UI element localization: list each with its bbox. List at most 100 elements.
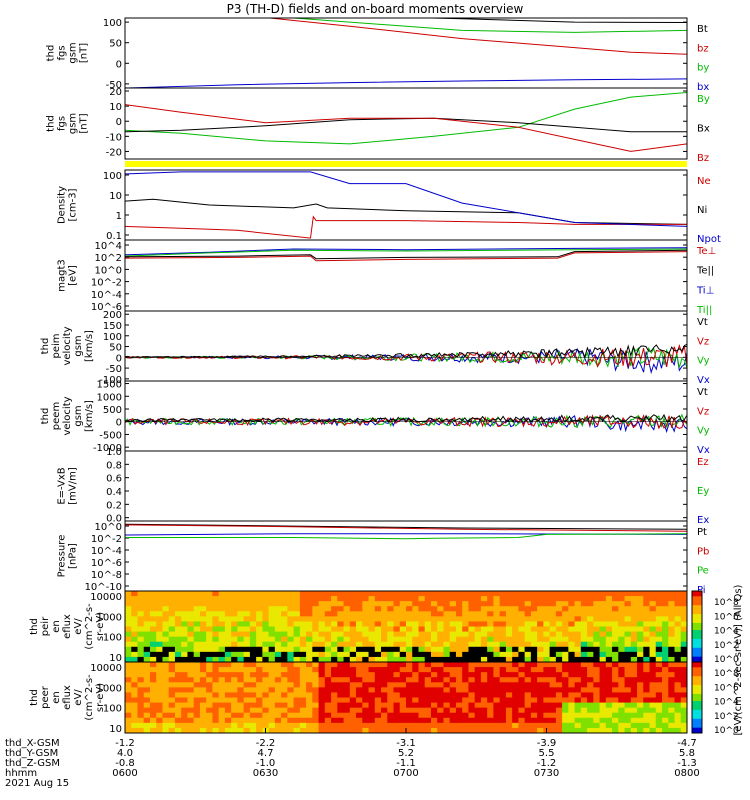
heatmap-cell (430, 641, 438, 648)
heatmap-cell (487, 687, 495, 694)
heatmap-cell (318, 611, 326, 617)
heatmap-cell (262, 641, 270, 648)
heatmap-cell (562, 672, 569, 678)
heatmap-cell (618, 591, 626, 597)
heatmap-cell (274, 601, 282, 607)
heatmap-cell (249, 662, 257, 668)
heatmap-cell (212, 712, 220, 719)
heatmap-cell (381, 656, 388, 662)
heatmap-cell (231, 636, 238, 643)
heatmap-cell (449, 677, 457, 683)
heatmap-cell (599, 692, 607, 699)
heatmap-cell (331, 601, 338, 607)
heatmap-cell (406, 631, 413, 638)
heatmap-cell (224, 631, 232, 638)
heatmap-cell (256, 707, 263, 714)
heatmap-cell (443, 707, 451, 714)
heatmap-cell (187, 687, 195, 694)
colorbar-segment (692, 676, 702, 679)
heatmap-cell (287, 596, 295, 602)
y-tick-label: 10 (109, 724, 122, 735)
heatmap-cell (387, 722, 395, 729)
heatmap-cell (674, 697, 682, 704)
heatmap-cell (530, 646, 538, 653)
heatmap-cell (156, 596, 164, 602)
heatmap-cell (655, 672, 663, 678)
heatmap-cell (243, 682, 251, 688)
heatmap-cell (680, 656, 687, 662)
heatmap-cell (505, 667, 513, 673)
heatmap-cell (349, 631, 357, 638)
heatmap-cell (256, 631, 263, 638)
heatmap-cell (131, 636, 139, 643)
heatmap-cell (443, 636, 451, 643)
heatmap-cell (605, 667, 613, 673)
heatmap-cell (356, 656, 363, 662)
colorbar-segment (692, 681, 702, 684)
heatmap-cell (468, 641, 476, 648)
heatmap-cell (455, 611, 463, 617)
heatmap-cell (399, 656, 407, 662)
heatmap-cell (512, 697, 519, 704)
heatmap-cell (555, 672, 563, 678)
heatmap-cell (443, 702, 451, 709)
heatmap-cell (218, 601, 226, 607)
heatmap-cell (324, 626, 332, 633)
heatmap-cell (412, 616, 420, 623)
heatmap-cell (418, 606, 426, 612)
heatmap-cell (655, 636, 663, 643)
heatmap-cell (287, 677, 295, 683)
heatmap-cell (412, 626, 420, 633)
y-axis-label: gsm (68, 113, 79, 134)
heatmap-cell (256, 606, 263, 612)
heatmap-cell (399, 682, 407, 688)
heatmap-cell (131, 621, 139, 628)
heatmap-cell (499, 712, 507, 719)
heatmap-cell (530, 662, 538, 668)
heatmap-cell (599, 717, 607, 724)
heatmap-cell (193, 651, 201, 658)
heatmap-cell (274, 692, 282, 699)
heatmap-cell (337, 702, 345, 709)
heatmap-cell (281, 682, 288, 688)
heatmap-cell (449, 702, 457, 709)
heatmap-cell (480, 707, 488, 714)
heatmap-cell (574, 626, 582, 633)
heatmap-cell (287, 707, 295, 714)
heatmap-cell (562, 611, 569, 617)
heatmap-cell (637, 656, 644, 662)
heatmap-cell (443, 687, 451, 694)
heatmap-cell (362, 611, 370, 617)
heatmap-cell (324, 641, 332, 648)
heatmap-cell (599, 646, 607, 653)
heatmap-cell (424, 717, 432, 724)
heatmap-cell (630, 611, 638, 617)
heatmap-cell (462, 626, 470, 633)
heatmap-cell (505, 682, 513, 688)
heatmap-cell (437, 616, 445, 623)
heatmap-cell (480, 591, 488, 597)
heatmap-cell (162, 672, 170, 678)
heatmap-cell (181, 682, 189, 688)
heatmap-cell (324, 596, 332, 602)
heatmap-cell (287, 687, 295, 694)
y-tick-label: 200 (103, 310, 122, 321)
heatmap-cell (662, 606, 669, 612)
heatmap-cell (630, 641, 638, 648)
heatmap-cell (593, 717, 601, 724)
heatmap-cell (287, 636, 295, 643)
heatmap-cell (143, 621, 151, 628)
y-axis-label: thd (46, 45, 57, 62)
heatmap-cell (493, 611, 501, 617)
heatmap-cell (356, 707, 363, 714)
heatmap-cell (518, 712, 526, 719)
heatmap-cell (424, 626, 432, 633)
heatmap-cell (318, 692, 326, 699)
heatmap-cell (199, 727, 207, 733)
heatmap-cell (462, 717, 470, 724)
heatmap-cell (187, 697, 195, 704)
heatmap-cell (649, 646, 657, 653)
heatmap-cell (430, 712, 438, 719)
